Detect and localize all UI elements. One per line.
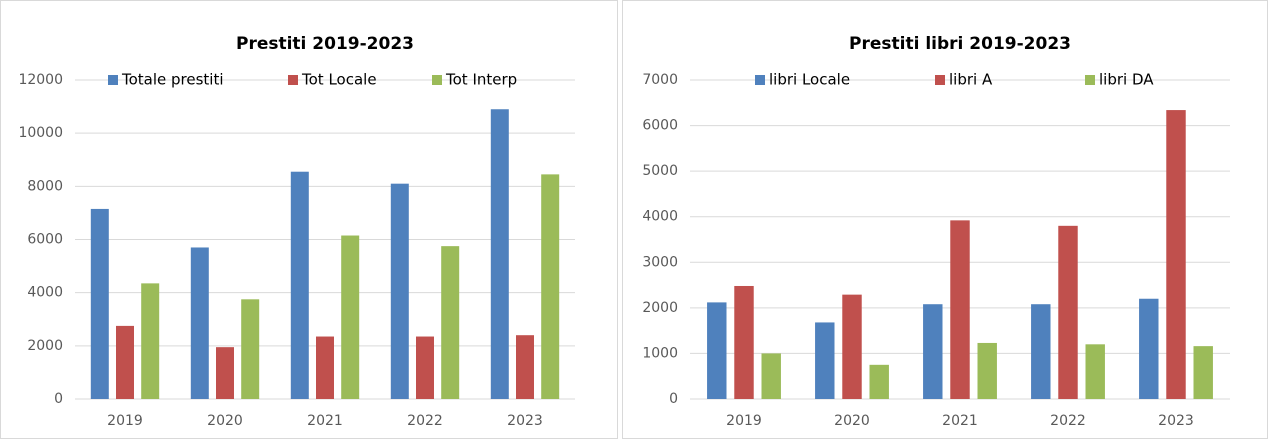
bar — [116, 325, 134, 399]
bar — [441, 246, 460, 399]
y-tick-label: 0 — [669, 391, 678, 407]
bar — [869, 364, 889, 399]
bar — [416, 336, 434, 399]
y-tick-label: 0 — [54, 391, 63, 407]
y-tick-label: 5000 — [642, 163, 678, 179]
bar — [241, 299, 260, 399]
legend-swatch — [1085, 75, 1095, 85]
y-tick-label: 12000 — [18, 72, 63, 88]
bar — [707, 302, 727, 399]
legend-label: libri DA — [1099, 71, 1154, 89]
y-tick-label: 4000 — [27, 285, 63, 301]
chart-title: Prestiti 2019-2023 — [236, 34, 414, 54]
bar — [141, 283, 160, 399]
bar — [1139, 298, 1159, 399]
bar — [923, 304, 943, 399]
bar — [390, 183, 409, 399]
y-tick-label: 6000 — [27, 232, 63, 248]
legend-label: Tot Interp — [445, 71, 517, 89]
bar — [842, 294, 862, 399]
bar — [190, 247, 209, 399]
y-tick-label: 7000 — [642, 72, 678, 88]
y-tick-label: 1000 — [642, 345, 678, 361]
bar — [761, 353, 781, 399]
bar — [1166, 110, 1186, 399]
panel — [622, 0, 1268, 439]
chart-title: Prestiti libri 2019-2023 — [849, 34, 1071, 54]
y-tick-label: 4000 — [642, 209, 678, 225]
bar — [1031, 304, 1051, 399]
x-tick-label: 2022 — [407, 413, 443, 429]
bar — [316, 336, 334, 399]
bar — [815, 322, 835, 399]
y-tick-label: 10000 — [18, 125, 63, 141]
x-tick-label: 2021 — [307, 413, 343, 429]
bar — [977, 342, 997, 399]
x-tick-label: 2023 — [507, 413, 543, 429]
bar — [1193, 346, 1213, 399]
x-tick-label: 2019 — [107, 413, 143, 429]
y-tick-label: 8000 — [27, 178, 63, 194]
x-tick-label: 2020 — [834, 413, 870, 429]
legend-swatch — [935, 75, 945, 85]
legend-swatch — [108, 75, 118, 85]
legend-label: libri A — [949, 71, 993, 89]
y-tick-label: 6000 — [642, 118, 678, 134]
legend-swatch — [755, 75, 765, 85]
x-tick-label: 2022 — [1050, 413, 1086, 429]
legend-label: Tot Locale — [301, 71, 377, 89]
legend-label: libri Locale — [769, 71, 850, 89]
bar — [90, 208, 109, 399]
bar — [734, 285, 754, 399]
bar — [490, 109, 509, 399]
bar — [950, 220, 970, 399]
bar — [216, 347, 234, 399]
legend-label: Totale prestiti — [121, 71, 224, 89]
bar — [290, 171, 309, 399]
x-tick-label: 2020 — [207, 413, 243, 429]
y-tick-label: 3000 — [642, 254, 678, 270]
bar — [1085, 344, 1105, 399]
legend-swatch — [432, 75, 442, 85]
legend-swatch — [288, 75, 298, 85]
bar — [516, 335, 534, 399]
x-tick-label: 2019 — [726, 413, 762, 429]
x-tick-label: 2021 — [942, 413, 978, 429]
bar — [541, 174, 560, 399]
bar — [341, 235, 360, 399]
bar — [1058, 225, 1078, 399]
x-tick-label: 2023 — [1158, 413, 1194, 429]
y-tick-label: 2000 — [642, 300, 678, 316]
y-tick-label: 2000 — [27, 338, 63, 354]
